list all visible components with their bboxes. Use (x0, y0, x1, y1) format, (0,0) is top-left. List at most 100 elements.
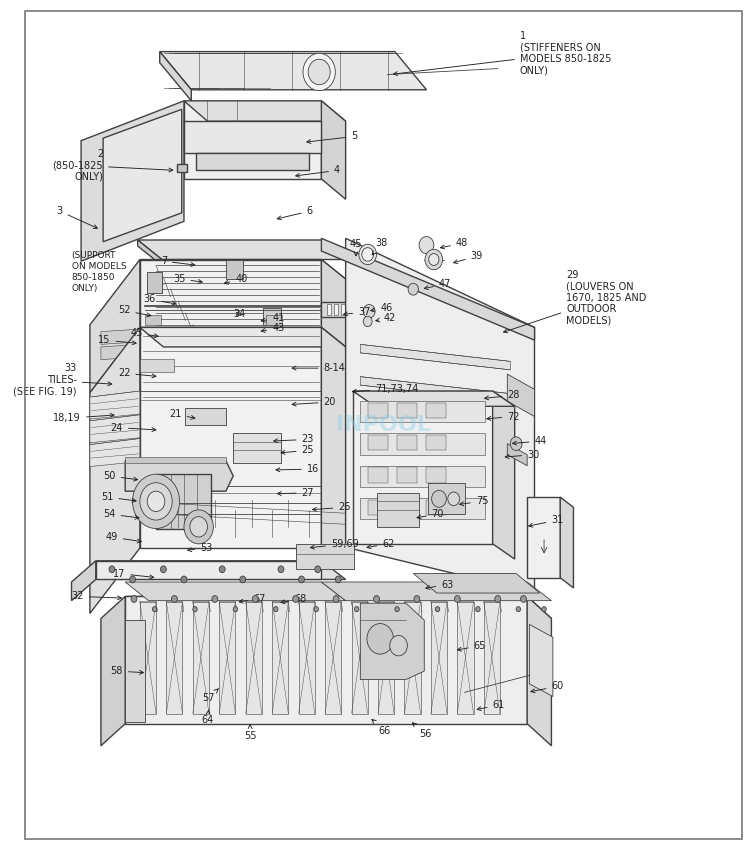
Text: 72: 72 (487, 411, 520, 422)
Circle shape (395, 607, 399, 612)
Polygon shape (426, 403, 447, 418)
Polygon shape (560, 497, 574, 588)
Polygon shape (272, 602, 290, 612)
Text: 66: 66 (372, 719, 390, 735)
Text: 25: 25 (281, 445, 314, 456)
Circle shape (520, 596, 526, 603)
Text: 18,19: 18,19 (53, 413, 114, 423)
Polygon shape (71, 561, 96, 601)
Text: 28: 28 (484, 390, 520, 400)
Text: 34: 34 (233, 309, 246, 319)
Circle shape (299, 576, 305, 583)
Polygon shape (184, 101, 321, 178)
Text: 56: 56 (412, 722, 432, 739)
Polygon shape (140, 359, 174, 372)
Polygon shape (431, 602, 448, 612)
Polygon shape (360, 498, 485, 519)
Text: 43: 43 (261, 323, 284, 333)
Polygon shape (233, 434, 281, 463)
Polygon shape (428, 483, 465, 514)
Polygon shape (360, 377, 511, 402)
Polygon shape (262, 308, 281, 325)
Circle shape (333, 596, 339, 603)
Polygon shape (90, 415, 140, 443)
Polygon shape (457, 602, 475, 612)
Circle shape (542, 607, 546, 612)
Text: 68: 68 (281, 594, 307, 604)
Polygon shape (360, 473, 511, 499)
Circle shape (476, 607, 480, 612)
Polygon shape (368, 500, 387, 515)
Polygon shape (140, 327, 321, 548)
Circle shape (390, 636, 408, 656)
Polygon shape (360, 434, 485, 455)
Text: 44: 44 (513, 436, 547, 446)
Text: 70: 70 (417, 509, 444, 519)
Circle shape (253, 596, 258, 603)
Text: 31: 31 (529, 515, 564, 527)
Circle shape (171, 596, 177, 603)
Text: 65: 65 (457, 641, 486, 651)
Text: 57: 57 (202, 688, 219, 703)
Text: 26: 26 (313, 502, 350, 513)
Polygon shape (341, 304, 346, 314)
Text: 59,69: 59,69 (311, 539, 359, 549)
Polygon shape (353, 391, 514, 406)
Text: 52: 52 (118, 305, 151, 317)
Circle shape (240, 576, 246, 583)
Text: 16: 16 (276, 464, 319, 474)
Polygon shape (321, 582, 551, 601)
Text: 24: 24 (111, 422, 156, 433)
Polygon shape (397, 435, 417, 450)
Polygon shape (484, 602, 502, 612)
Text: 63: 63 (426, 580, 453, 590)
Polygon shape (193, 602, 209, 713)
Polygon shape (147, 272, 162, 293)
Text: 42: 42 (376, 313, 396, 323)
Polygon shape (90, 327, 140, 614)
Circle shape (362, 247, 374, 261)
Polygon shape (405, 602, 420, 713)
Polygon shape (321, 238, 535, 340)
Polygon shape (101, 344, 140, 360)
Circle shape (233, 607, 238, 612)
Polygon shape (527, 597, 551, 745)
Polygon shape (140, 327, 346, 347)
Text: 21: 21 (169, 409, 195, 419)
Text: 46: 46 (371, 303, 393, 313)
Text: 75: 75 (459, 496, 488, 507)
Polygon shape (159, 52, 426, 90)
Polygon shape (321, 259, 346, 347)
Polygon shape (246, 602, 262, 713)
Polygon shape (186, 408, 226, 425)
Circle shape (160, 566, 166, 573)
Polygon shape (156, 474, 211, 529)
Polygon shape (405, 602, 422, 612)
Polygon shape (125, 597, 551, 619)
Circle shape (363, 304, 375, 318)
Circle shape (367, 624, 393, 654)
Circle shape (278, 566, 284, 573)
Polygon shape (101, 597, 125, 745)
Circle shape (447, 492, 459, 506)
Polygon shape (90, 259, 140, 393)
Polygon shape (360, 604, 424, 680)
Polygon shape (426, 500, 447, 515)
Text: 36: 36 (144, 294, 176, 305)
Polygon shape (296, 544, 354, 570)
Circle shape (354, 607, 359, 612)
Text: 38: 38 (372, 238, 387, 255)
Text: 29
(LOUVERS ON
1670, 1825 AND
OUTDOOR
MODELS): 29 (LOUVERS ON 1670, 1825 AND OUTDOOR MO… (504, 269, 647, 332)
Text: 60: 60 (531, 682, 564, 693)
Text: 8-14: 8-14 (292, 363, 345, 373)
Text: 33
TILES-
(SEE FIG. 19): 33 TILES- (SEE FIG. 19) (14, 364, 112, 397)
Polygon shape (125, 597, 527, 723)
Polygon shape (125, 620, 145, 722)
Circle shape (414, 596, 420, 603)
Polygon shape (125, 457, 226, 463)
Circle shape (212, 596, 218, 603)
Polygon shape (321, 101, 346, 199)
Circle shape (435, 607, 440, 612)
Text: (SUPPORT
ON MODELS
850-1850
ONLY): (SUPPORT ON MODELS 850-1850 ONLY) (71, 251, 126, 293)
Polygon shape (508, 374, 535, 416)
